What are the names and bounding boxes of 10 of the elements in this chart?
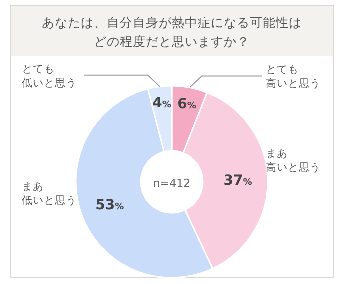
data-label: 37% [224, 172, 252, 189]
slice-label: まあ低いと思う [22, 180, 77, 207]
slice-label: まあ高いと思う [266, 148, 321, 174]
chart-title: あなたは、自分自身が熱中症になる可能性はどの程度だと思いますか？ [42, 15, 302, 49]
slice-label: とても低いと思う [22, 63, 77, 90]
text: n=412 [153, 177, 191, 190]
data-label: 53% [96, 197, 124, 214]
data-label: 4% [152, 96, 172, 112]
data-label: 6% [178, 96, 196, 112]
slice-label: とても高いと思う [266, 64, 321, 90]
